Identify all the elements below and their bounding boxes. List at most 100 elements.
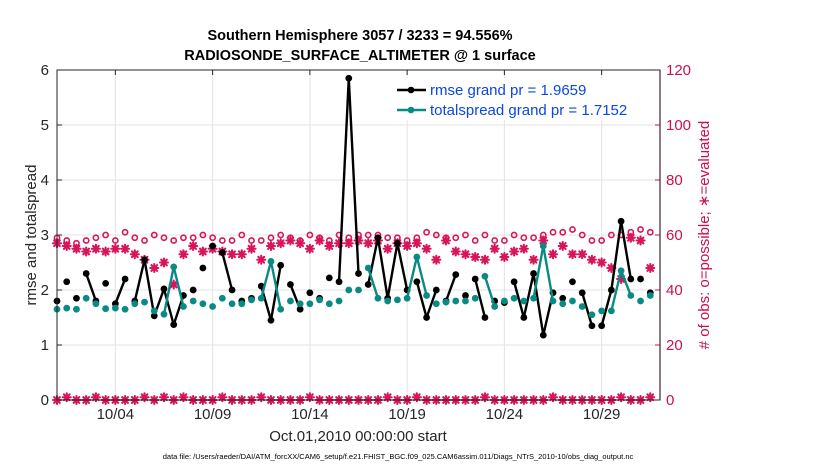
x-tick-label: 10/19 (388, 406, 426, 423)
evaluated-obs-marker (625, 232, 636, 243)
totalspread-point (394, 296, 401, 304)
evaluated-obs-marker (431, 254, 442, 265)
possible-obs-marker (102, 231, 110, 239)
y-tick-label-right: 40 (666, 282, 683, 299)
totalspread-point (646, 292, 654, 299)
possible-obs-marker (384, 234, 392, 242)
y-tick-label-right: 80 (666, 172, 683, 189)
totalspread-point (111, 304, 119, 312)
possible-obs-marker (423, 228, 430, 236)
possible-obs-marker (491, 237, 499, 244)
evaluated-obs-marker (470, 251, 481, 263)
y-axis-label-right: # of obs: o=possible; ∗=evaluated (696, 121, 713, 350)
totalspread-point (345, 286, 353, 294)
x-tick-labels: 10/04 10/09 10/14 10/19 10/24 10/29 (97, 406, 621, 423)
evaluated-obs-marker (499, 251, 510, 263)
rmse-segment (581, 292, 594, 327)
x-tick-label: 10/24 (486, 406, 524, 423)
possible-obs-marker (160, 234, 168, 242)
possible-obs-marker (471, 237, 479, 244)
evaluated-obs-marker (479, 254, 490, 265)
totalspread-point (530, 294, 537, 302)
possible-obs-marker (248, 237, 255, 244)
possible-obs-marker (238, 231, 246, 239)
totalspread-point (569, 297, 576, 305)
evaluated-obs-marker (188, 240, 199, 252)
evaluated-obs-marker (71, 243, 82, 254)
totalspread-point (296, 300, 304, 308)
evaluated-obs-marker (528, 254, 539, 265)
possible-obs-marker (510, 231, 518, 239)
rmse-segment (143, 259, 156, 317)
rmse-point (209, 242, 217, 250)
rmse-segment (133, 259, 146, 302)
possible-obs-marker (462, 231, 469, 239)
totalspread-point (218, 294, 226, 302)
evaluated-obs-marker (421, 243, 432, 254)
y-tick-label-right: 100 (666, 117, 691, 134)
rmse-segment (114, 278, 127, 305)
legend: rmse grand pr = 1.9659 totalspread grand… (392, 78, 654, 120)
rmse-segment (269, 265, 282, 321)
totalspread-segment (172, 266, 185, 307)
y-tick-label-right: 0 (666, 392, 674, 409)
evaluated-obs-marker (227, 249, 238, 260)
evaluated-obs-marker (197, 246, 208, 257)
evaluated-obs-marker (586, 254, 597, 265)
possible-obs-marker (452, 234, 460, 242)
x-axis-label: Oct.01,2010 00:00:00 start (269, 428, 447, 445)
possible-obs-marker (189, 234, 197, 242)
totalspread-point (121, 305, 129, 313)
rmse-point (63, 278, 71, 286)
totalspread-point (92, 300, 100, 308)
evaluated-obs-marker (158, 257, 170, 268)
evaluated-obs-marker (314, 235, 325, 246)
rmse-point (637, 275, 644, 283)
totalspread-point (637, 297, 644, 305)
y-tick-label-right: 120 (666, 62, 691, 79)
evaluated-obs-marker (120, 243, 131, 254)
evaluated-obs-marker (275, 238, 286, 249)
rmse-point (189, 286, 197, 294)
evaluated-obs-marker (61, 240, 72, 252)
totalspread-point (432, 300, 440, 308)
totalspread-point (510, 294, 518, 302)
evaluated-obs-marker (557, 240, 568, 252)
totalspread-point (559, 300, 567, 308)
totalspread-segment (415, 256, 428, 296)
evaluated-obs-marker (509, 246, 520, 257)
evaluated-obs-marker (577, 249, 588, 260)
totalspread-segment (162, 266, 175, 315)
totalspread-point (462, 297, 469, 305)
possible-obs-marker (549, 228, 557, 236)
legend-box (392, 78, 654, 120)
rmse-segment (85, 273, 98, 302)
totalspread-point (141, 298, 148, 306)
line-series (53, 74, 654, 339)
chart-title-line2: RADIOSONDE_SURFACE_ALTIMETER @ 1 surface (184, 48, 535, 64)
chart-title-line1: Southern Hemisphere 3057 / 3233 = 94.556… (207, 28, 512, 44)
totalspread-point (384, 297, 392, 305)
rmse-segment (444, 274, 457, 302)
rmse-segment (619, 221, 633, 280)
evaluated-obs-marker (236, 249, 247, 260)
x-tick-label: 10/09 (194, 406, 232, 423)
possible-obs-marker (209, 234, 217, 242)
y-tick-labels-right: 0 20 40 60 80 100 120 (666, 62, 691, 409)
evaluated-obs-marker (547, 249, 559, 260)
totalspread-segment (610, 270, 623, 312)
possible-obs-marker (82, 237, 90, 244)
totalspread-point (335, 297, 343, 305)
totalspread-point (287, 297, 294, 305)
y-tick-label-left: 3 (41, 227, 49, 244)
rmse-segment (610, 221, 623, 291)
evaluated-obs-marker (100, 246, 111, 257)
totalspread-segment (269, 261, 282, 310)
evaluated-obs-marker (460, 249, 471, 260)
y-tick-label-left: 4 (41, 172, 49, 189)
totalspread-point (355, 286, 362, 294)
possible-obs-marker (121, 228, 129, 236)
totalspread-point (82, 294, 90, 302)
possible-obs-marker (578, 231, 586, 239)
